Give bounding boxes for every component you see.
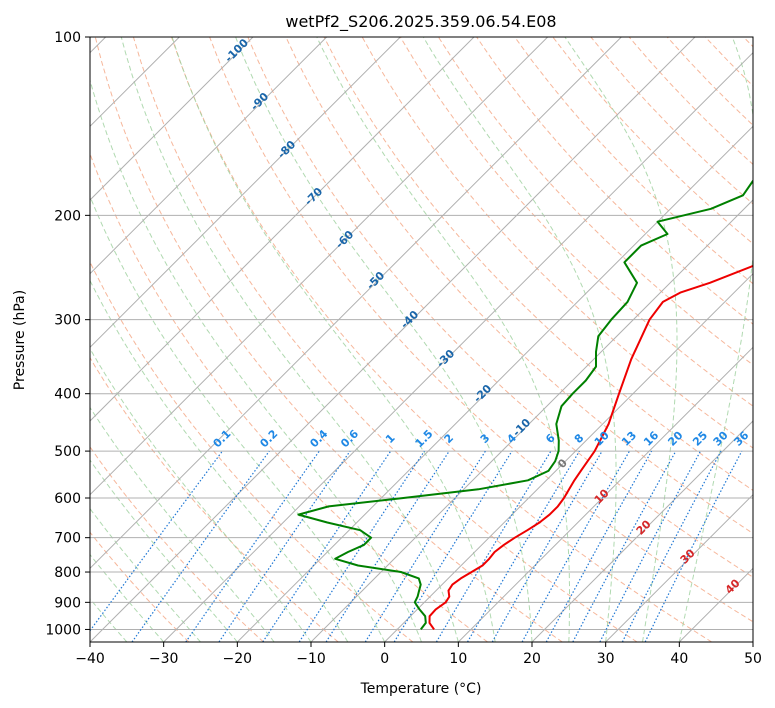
x-tick-label: 0 xyxy=(380,651,389,667)
moist-adiabat-line xyxy=(120,37,459,642)
isotherm-line xyxy=(90,37,475,422)
isotherm-line xyxy=(236,125,753,642)
moist-adiabat-line xyxy=(422,37,617,642)
x-tick-label: 30 xyxy=(597,651,615,667)
moist-adiabat-line xyxy=(678,37,753,642)
mixing-ratio-line xyxy=(218,450,351,642)
mixing-ratio-line xyxy=(599,450,702,642)
isotherm-line xyxy=(90,37,254,201)
mixing-ratio-line xyxy=(521,450,631,642)
mixing-ratio-line xyxy=(364,450,486,642)
moist-adiabat-line xyxy=(316,37,571,642)
isotherm-line xyxy=(384,272,753,642)
isotherm-line xyxy=(531,420,753,642)
moist-adiabat-line xyxy=(171,37,496,642)
mixing-ratio-line xyxy=(572,450,677,642)
dry-adiabat-line xyxy=(171,37,712,642)
mixing-ratio-line xyxy=(90,450,223,632)
dry-adiabat-line xyxy=(209,37,753,623)
y-tick-label: 100 xyxy=(54,30,81,46)
dry-adiabat-line xyxy=(94,37,563,642)
skewed-isotherm-gridlines xyxy=(90,37,753,642)
dry-adiabat-line xyxy=(323,37,753,491)
x-tick-label: −40 xyxy=(75,651,105,667)
x-tick-label: 50 xyxy=(744,651,762,667)
moist-adiabat-line xyxy=(90,195,386,642)
dry-adiabat-line xyxy=(437,37,753,366)
y-tick-label: 900 xyxy=(54,595,81,611)
dry-adiabat-line xyxy=(132,37,638,642)
x-tick-label: −30 xyxy=(149,651,179,667)
x-tick-label: 40 xyxy=(670,651,688,667)
y-axis-label: Pressure (hPa) xyxy=(12,290,28,390)
isotherm-line xyxy=(90,37,622,570)
mixing-ratio-line xyxy=(131,450,270,642)
x-tick-label: −10 xyxy=(296,651,326,667)
x-axis-ticks: −40 −30 −20 −10 0 10 20 30 40 50 xyxy=(75,642,762,667)
profile-series xyxy=(297,179,753,631)
dry-adiabats xyxy=(90,37,753,642)
mixing-ratio-line xyxy=(325,450,450,642)
isotherm-line xyxy=(457,346,753,642)
dry-adiabat-line xyxy=(361,37,753,449)
dry-adiabat-line xyxy=(285,37,753,535)
chart-title: wetPf2_S206.2025.359.06.54.E08 xyxy=(285,12,556,32)
temperature-profile-line xyxy=(428,264,753,630)
isotherm-line xyxy=(163,51,753,642)
moist-adiabat-line xyxy=(564,37,678,642)
mixing-ratio-line xyxy=(545,450,653,642)
dry-adiabat-line xyxy=(90,531,190,642)
mixing-ratio-line xyxy=(185,450,320,642)
isotherm-line xyxy=(90,37,401,349)
plot-frame xyxy=(89,36,754,643)
moist-adiabat-line xyxy=(90,459,238,642)
y-tick-label: 700 xyxy=(54,531,81,547)
isotherm-line xyxy=(90,37,696,642)
mixing-ratio-line xyxy=(393,450,513,642)
isotherm-line xyxy=(605,493,753,642)
dry-adiabat-line xyxy=(90,152,488,642)
x-tick-label: 10 xyxy=(449,651,467,667)
x-tick-label: 20 xyxy=(523,651,541,667)
y-axis-ticks: 100 200 300 400 500 600 700 800 900 1000 xyxy=(45,30,90,638)
y-tick-label: 500 xyxy=(54,444,81,460)
mixing-ratio-lines xyxy=(90,450,743,642)
y-tick-label: 200 xyxy=(54,208,81,224)
dry-adiabat-line xyxy=(399,37,753,407)
moist-adiabat-line xyxy=(90,406,275,642)
mixing-ratio-line xyxy=(644,450,743,642)
dry-adiabat-line xyxy=(90,356,339,642)
isotherm-line xyxy=(310,199,753,642)
mixing-ratio-line xyxy=(298,450,425,642)
y-tick-label: 1000 xyxy=(45,622,81,638)
dry-adiabat-line xyxy=(90,446,264,642)
mixing-ratio-line xyxy=(262,450,392,642)
moist-adiabat-line xyxy=(235,37,533,642)
isotherm-line xyxy=(90,37,549,496)
y-tick-label: 800 xyxy=(54,565,81,581)
dewpoint-profile-line xyxy=(297,179,753,631)
y-tick-label: 400 xyxy=(54,387,81,403)
y-tick-label: 600 xyxy=(54,491,81,507)
y-tick-label: 300 xyxy=(54,313,81,329)
x-axis-label: Temperature (°C) xyxy=(360,681,482,697)
mixing-ratio-line xyxy=(435,450,552,642)
x-tick-label: −20 xyxy=(223,651,253,667)
dry-adiabat-line xyxy=(247,37,753,578)
mixing-ratio-line xyxy=(621,450,722,642)
isotherm-line xyxy=(90,37,328,275)
